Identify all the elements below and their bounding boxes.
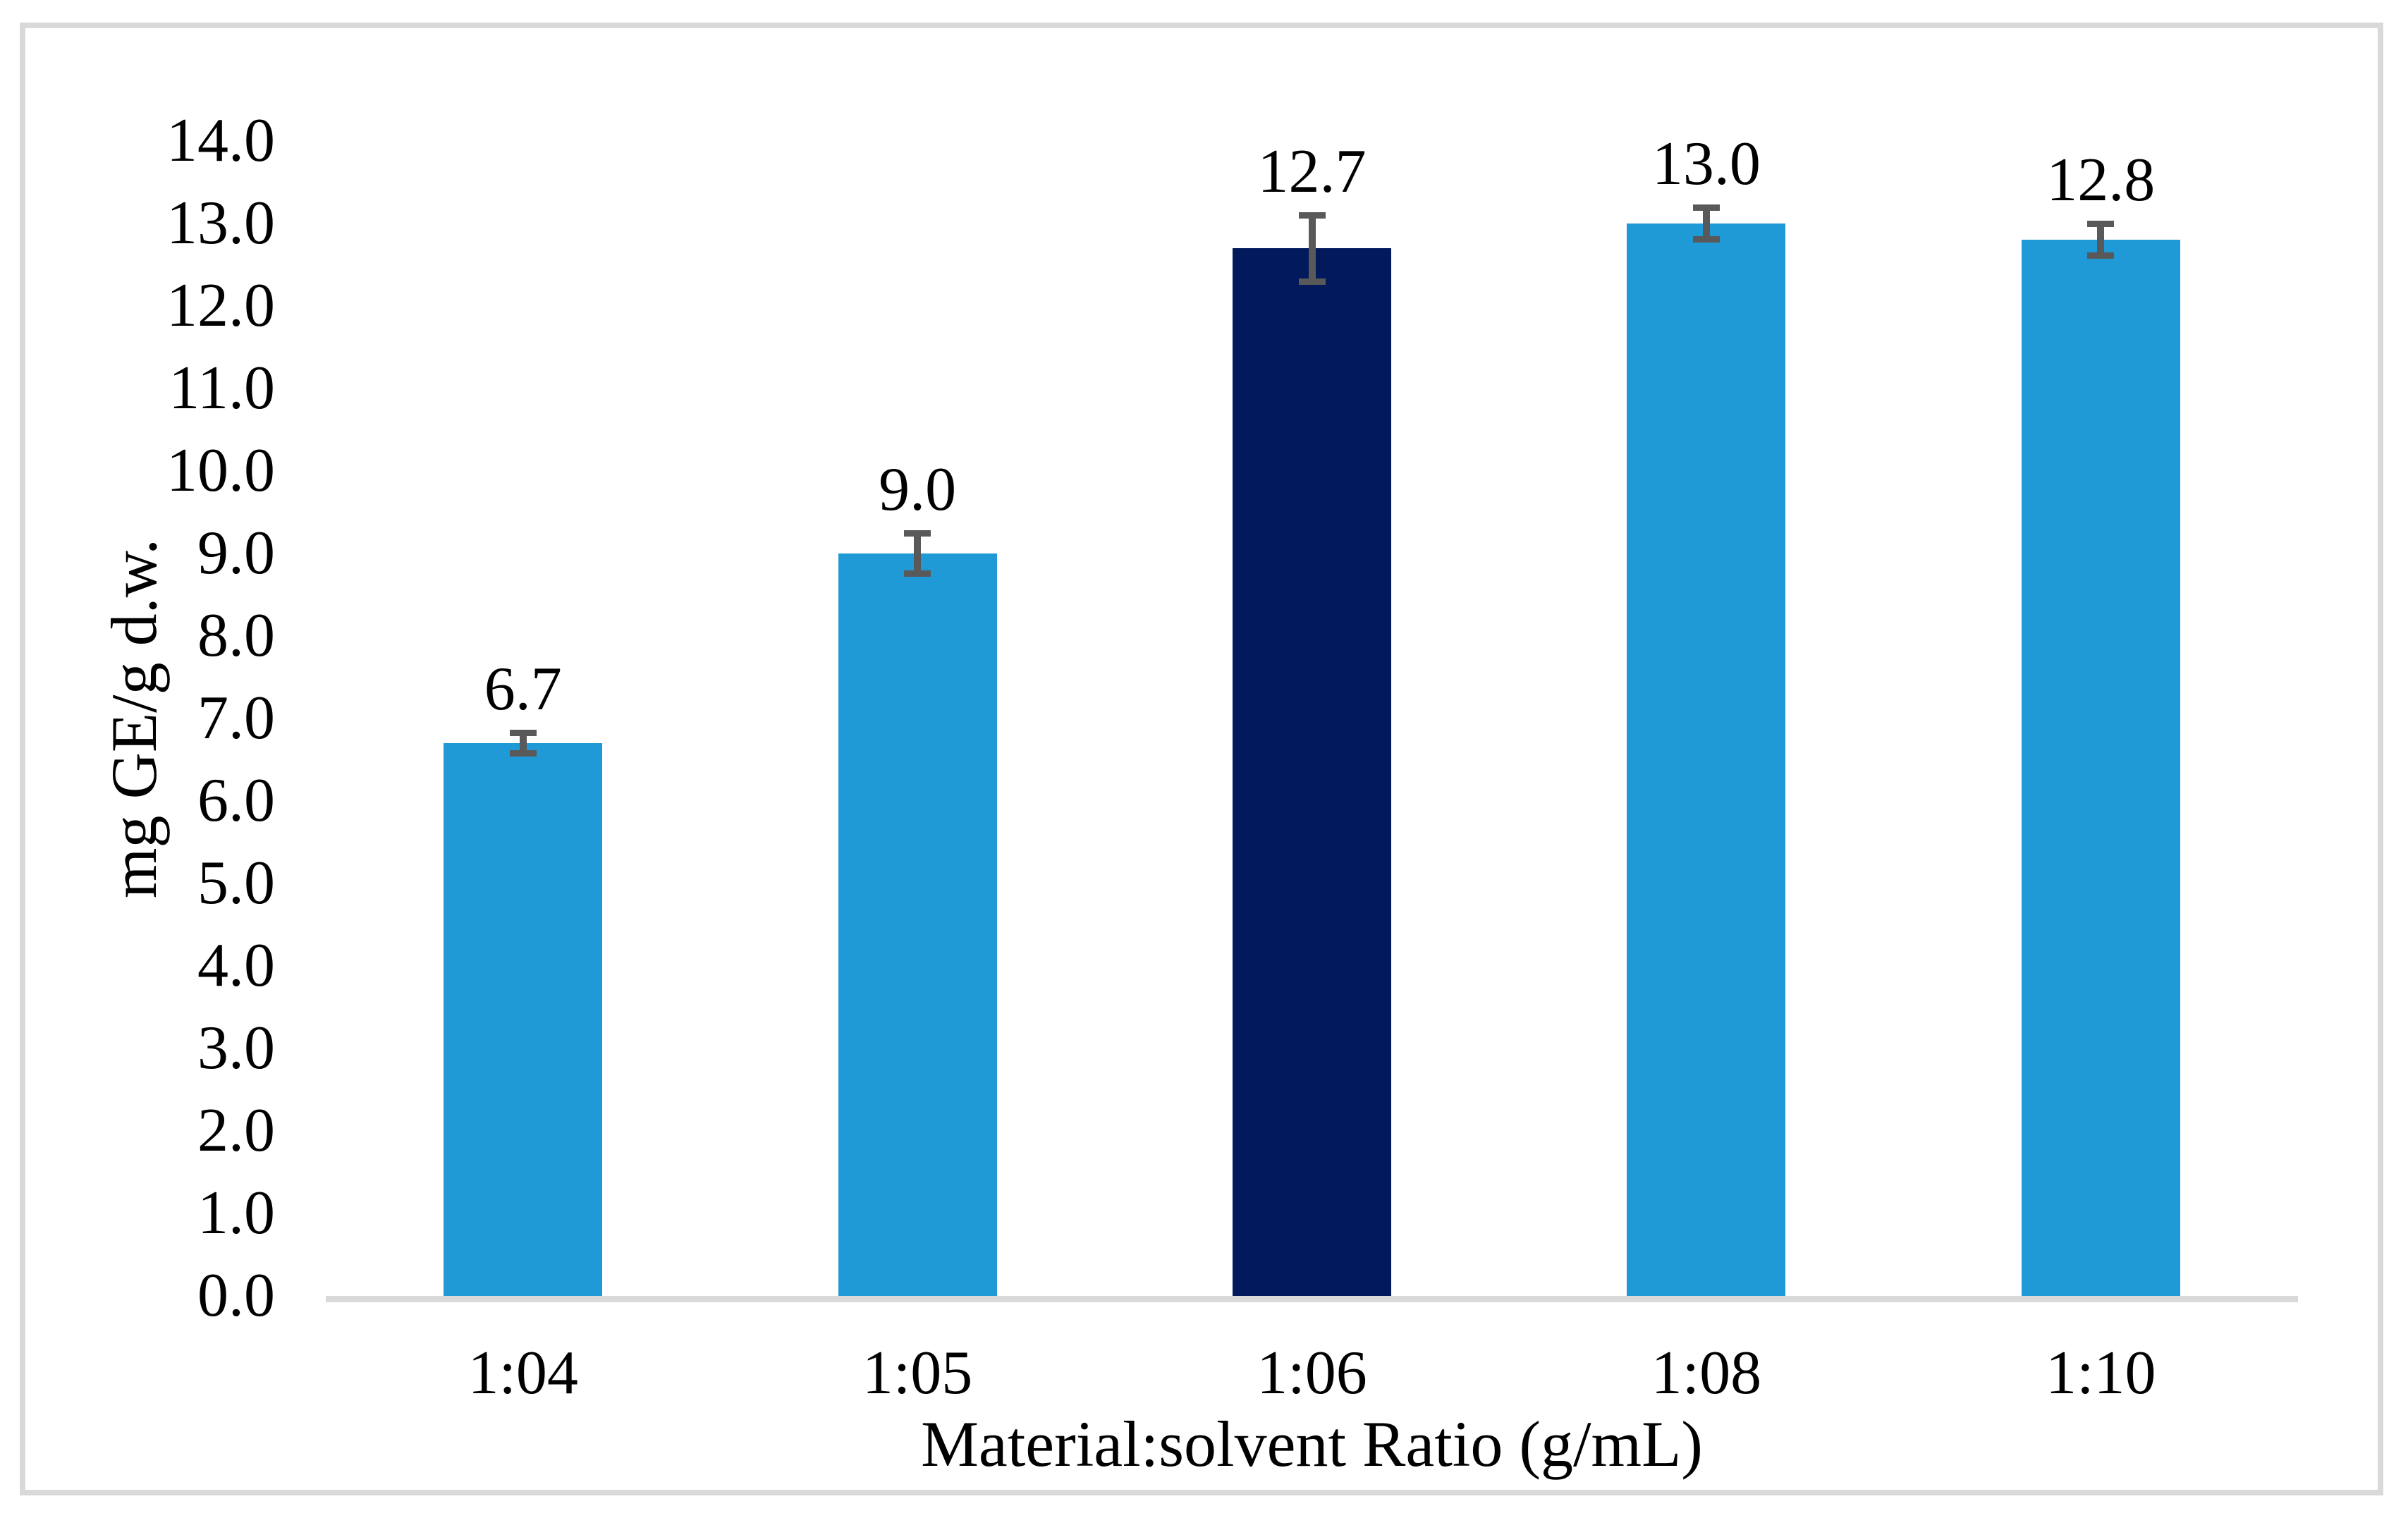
bar-1-06 — [1233, 248, 1391, 1296]
bar-1-10 — [2021, 240, 2180, 1296]
x-axis-title: Material:solvent Ratio (g/mL) — [921, 1408, 1703, 1480]
bar-value-label: 9.0 — [879, 455, 957, 525]
error-bar-line — [1308, 212, 1316, 285]
bar-value-label: 12.8 — [2046, 146, 2156, 215]
error-bar-cap-top — [1298, 212, 1326, 219]
y-tick-label: 9.0 — [197, 519, 275, 587]
y-tick-label: 8.0 — [197, 601, 275, 670]
y-tick-label: 4.0 — [197, 931, 275, 1000]
y-tick-label: 14.0 — [166, 106, 275, 175]
bar-value-label: 13.0 — [1651, 130, 1761, 199]
bar-1-05 — [838, 553, 997, 1296]
chart-frame — [20, 23, 2383, 1495]
bar-value-label: 6.7 — [484, 655, 562, 724]
error-bar-cap-bottom — [1298, 278, 1326, 285]
x-tick-label: 1:05 — [862, 1339, 973, 1407]
x-axis-line — [326, 1296, 2298, 1302]
error-bar-cap-top — [904, 530, 931, 537]
x-tick-label: 1:04 — [467, 1339, 578, 1407]
y-tick-label: 7.0 — [197, 684, 275, 752]
x-tick-label: 1:10 — [2046, 1339, 2156, 1407]
y-tick-label: 10.0 — [166, 436, 275, 505]
error-bar-cap-bottom — [904, 570, 931, 577]
bar-1-04 — [444, 743, 603, 1296]
error-bar-line — [1702, 204, 1710, 243]
y-tick-label: 13.0 — [166, 189, 275, 257]
y-tick-label: 2.0 — [197, 1096, 275, 1165]
y-tick-label: 5.0 — [197, 849, 275, 917]
error-bar-cap-bottom — [1692, 235, 1720, 243]
error-bar-line — [2097, 221, 2105, 259]
y-tick-label: 3.0 — [197, 1014, 275, 1082]
y-tick-label: 0.0 — [197, 1261, 275, 1330]
x-tick-label: 1:06 — [1257, 1339, 1367, 1407]
y-tick-label: 12.0 — [166, 271, 275, 340]
error-bar-line — [519, 730, 527, 757]
error-bar-cap-bottom — [2087, 252, 2115, 259]
y-tick-label: 1.0 — [197, 1179, 275, 1247]
error-bar-cap-top — [509, 730, 537, 737]
error-bar-line — [914, 530, 922, 577]
x-tick-label: 1:08 — [1651, 1339, 1762, 1407]
y-tick-label: 6.0 — [197, 766, 275, 835]
bar-1-08 — [1627, 224, 1786, 1296]
error-bar-cap-top — [1692, 204, 1720, 212]
y-tick-label: 11.0 — [169, 354, 275, 422]
bar-value-label: 12.7 — [1257, 137, 1367, 206]
error-bar-cap-bottom — [509, 749, 537, 757]
error-bar-cap-top — [2087, 221, 2115, 228]
